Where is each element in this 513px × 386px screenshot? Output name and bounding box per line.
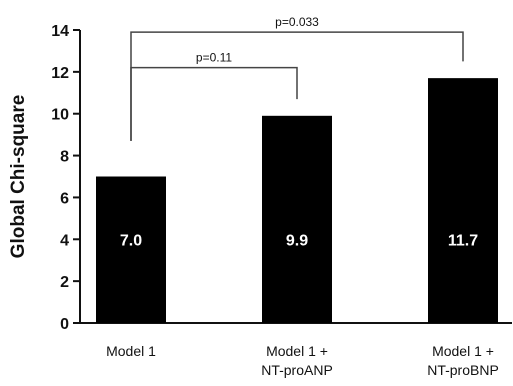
- y-tick-label: 12: [51, 65, 69, 82]
- y-axis-title: Global Chi-square: [8, 95, 29, 259]
- y-tick-label: 0: [60, 316, 69, 333]
- bar: [262, 115, 332, 323]
- y-tick-label: 4: [60, 232, 69, 249]
- x-category-label: Model 1 + NT-proANP: [261, 343, 333, 378]
- p-value-label: p=0.11: [196, 51, 232, 65]
- y-ticks: 0 2 4 6 8 10 12 14: [51, 23, 80, 333]
- x-category-label: Model 1 + NT-proBNP: [427, 343, 499, 378]
- y-tick-label: 10: [51, 107, 69, 124]
- y-tick-label: 14: [51, 23, 69, 40]
- bar-value-label: 9.9: [286, 232, 308, 249]
- bar-value-label: 11.7: [448, 232, 478, 249]
- y-tick-label: 2: [60, 274, 69, 291]
- x-category-labels: Model 1 Model 1 + NT-proANP Model 1 + NT-pro…: [106, 343, 499, 378]
- significance-brackets: p=0.11 p=0.033: [130, 15, 464, 141]
- y-tick-label: 6: [60, 190, 69, 207]
- bar-value-label: 7.0: [120, 232, 142, 249]
- y-tick-label: 8: [60, 149, 69, 166]
- p-value-label: p=0.033: [275, 15, 319, 29]
- significance-bracket: [130, 31, 464, 141]
- x-category-label: Model 1: [106, 343, 156, 359]
- bars: 7.0 9.9 11.7: [96, 78, 498, 323]
- bar: [96, 176, 166, 323]
- bar: [428, 78, 498, 323]
